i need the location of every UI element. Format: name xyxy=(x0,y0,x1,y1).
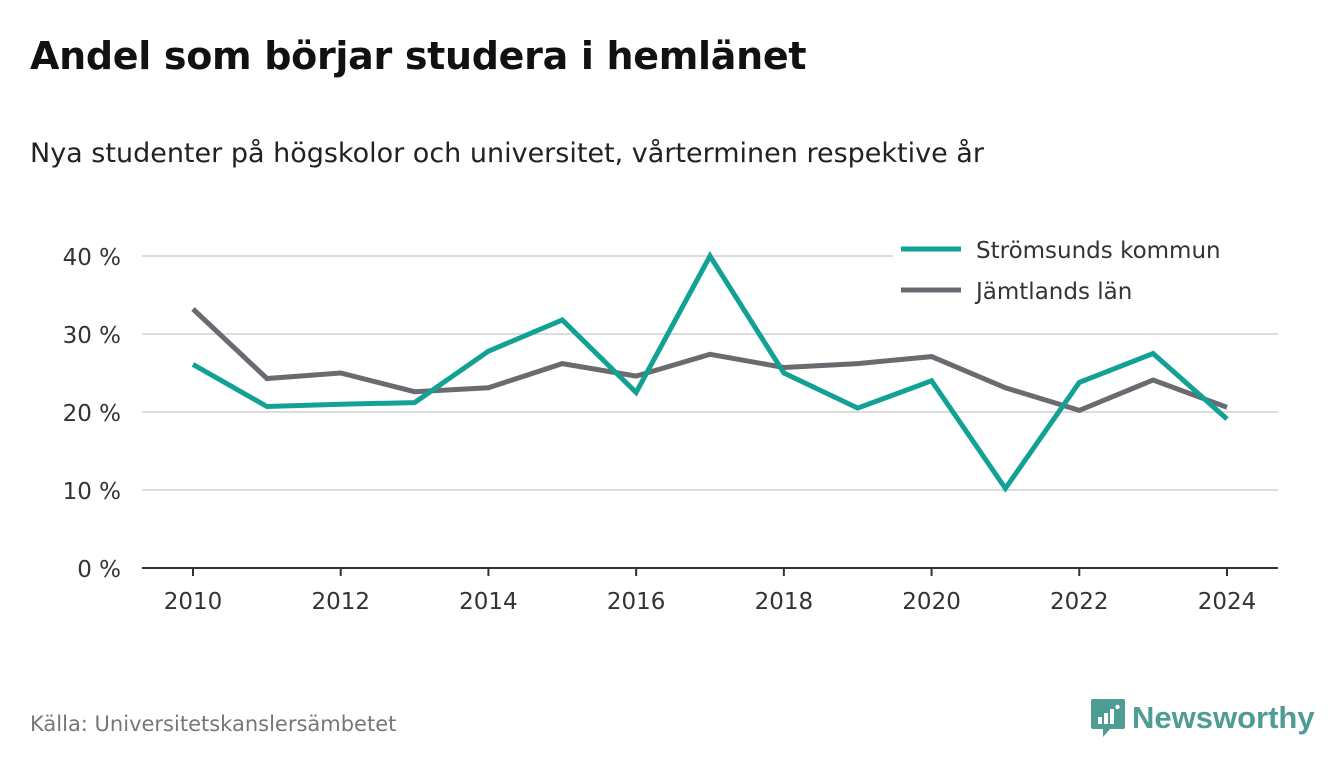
x-tick-label: 2018 xyxy=(755,589,814,615)
legend-label: Strömsunds kommun xyxy=(976,238,1221,264)
data-point xyxy=(486,385,491,390)
series-line xyxy=(191,251,1229,493)
data-point xyxy=(929,354,934,359)
x-tick-label: 2012 xyxy=(311,589,370,615)
data-point xyxy=(1225,417,1230,422)
series-layer xyxy=(191,251,1230,493)
data-point xyxy=(634,374,639,379)
data-point xyxy=(264,404,269,409)
data-point xyxy=(708,254,713,259)
x-tick-label: 2016 xyxy=(607,589,666,615)
data-point xyxy=(1151,351,1156,356)
x-axis-labels: 2010 2012 2014 2016 2018 2020 2022 2024 xyxy=(164,589,1257,615)
data-point xyxy=(264,376,269,381)
legend-label: Jämtlands län xyxy=(974,279,1132,305)
data-point xyxy=(338,371,343,376)
data-point xyxy=(1151,378,1156,383)
data-point xyxy=(560,361,565,366)
y-tick-label: 20 % xyxy=(63,401,121,427)
x-tick-label: 2014 xyxy=(459,589,518,615)
data-point xyxy=(929,378,934,383)
y-tick-label: 0 % xyxy=(77,557,121,583)
data-point xyxy=(1225,405,1230,410)
series-0 xyxy=(191,251,1230,493)
data-point xyxy=(1077,408,1082,413)
y-tick-label: 10 % xyxy=(63,479,121,505)
y-tick-label: 30 % xyxy=(63,323,121,349)
data-point xyxy=(191,307,196,312)
data-point xyxy=(1077,380,1082,385)
data-point xyxy=(781,371,786,376)
chart-subtitle: Nya studenter på högskolor och universit… xyxy=(30,138,984,169)
data-point xyxy=(708,352,713,357)
x-tick-label: 2022 xyxy=(1050,589,1109,615)
series-1 xyxy=(191,307,1230,414)
x-axis-ticks xyxy=(192,568,1228,576)
legend-background xyxy=(893,226,1278,318)
line-chart: 0 % 10 % 20 % 30 % 40 % 2010 2012 2014 2016 2018… xyxy=(62,226,1278,615)
data-point xyxy=(634,390,639,395)
brand-logo: Newsworthy xyxy=(1090,697,1315,739)
y-tick-label: 40 % xyxy=(63,245,121,271)
data-point xyxy=(855,406,860,411)
data-point xyxy=(1003,486,1008,491)
data-point xyxy=(1003,385,1008,390)
data-point xyxy=(855,361,860,366)
x-tick-label: 2024 xyxy=(1198,589,1257,615)
series-line xyxy=(191,307,1228,414)
data-point xyxy=(338,402,343,407)
source-note: Källa: Universitetskanslersämbetet xyxy=(30,712,397,736)
brand-name: Newsworthy xyxy=(1132,700,1315,735)
newsworthy-logo-icon xyxy=(1091,699,1125,737)
data-point xyxy=(412,400,417,405)
data-point xyxy=(486,349,491,354)
data-point xyxy=(191,362,196,367)
legend: Strömsunds kommun Jämtlands län xyxy=(893,226,1278,318)
chart-title: Andel som börjar studera i hemlänet xyxy=(30,34,807,78)
data-point xyxy=(412,389,417,394)
x-tick-label: 2020 xyxy=(902,589,961,615)
x-tick-label: 2010 xyxy=(164,589,223,615)
y-axis-labels: 0 % 10 % 20 % 30 % 40 % xyxy=(63,245,121,583)
data-point xyxy=(560,317,565,322)
